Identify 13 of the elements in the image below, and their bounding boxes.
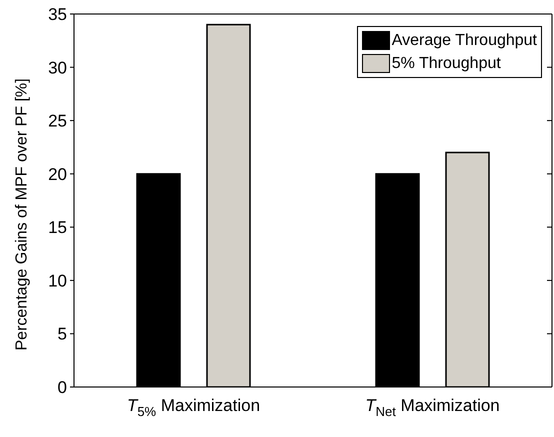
- y-axis-title: Percentage Gains of MPF over PF [%]: [14, 78, 31, 350]
- y-tick-label: 15: [48, 218, 67, 238]
- y-tick-label: 20: [48, 164, 67, 184]
- x-tick-label: T$_{Net}$ Maximization: [365, 396, 500, 420]
- y-tick-label: 5: [58, 324, 67, 344]
- y-tick-label: 0: [58, 378, 67, 398]
- y-tick-label: 25: [48, 112, 67, 131]
- legend-label: Average Throughput: [392, 31, 537, 51]
- y-tick-label: 10: [48, 271, 67, 290]
- y-tick-label: 35: [48, 5, 67, 24]
- y-tick-label: 30: [48, 58, 67, 78]
- legend-label: 5% Throughput: [392, 54, 501, 74]
- x-tick-label: T$_{5%}$ Maximization: [126, 396, 260, 420]
